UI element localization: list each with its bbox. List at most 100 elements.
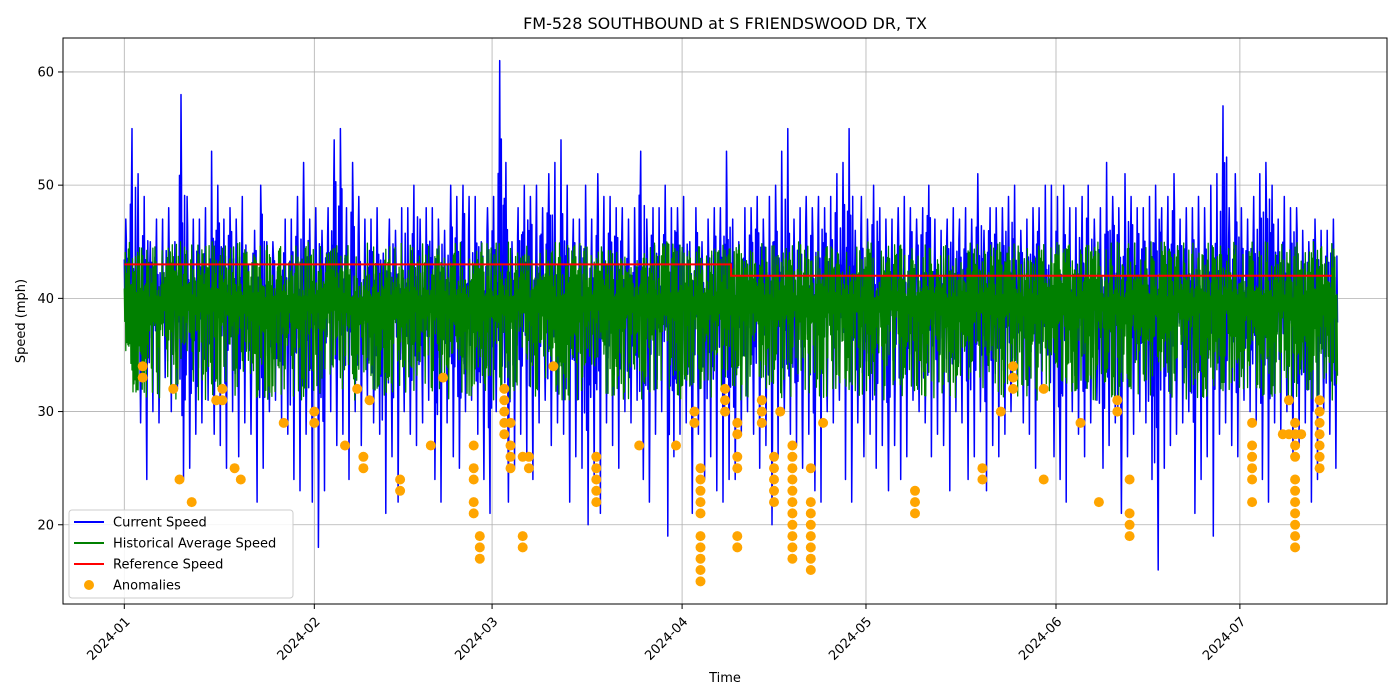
anomaly-point xyxy=(695,553,706,564)
legend: Current Speed Historical Average Speed R… xyxy=(68,509,294,599)
anomaly-point xyxy=(805,519,816,530)
anomaly-point xyxy=(805,553,816,564)
anomaly-point xyxy=(1247,463,1258,474)
plot-area xyxy=(123,59,1339,587)
anomaly-point xyxy=(732,451,743,462)
y-tick-label: 50 xyxy=(37,179,54,194)
anomaly-point xyxy=(438,372,448,383)
anomaly-point xyxy=(186,497,197,508)
anomaly-point xyxy=(168,383,179,394)
anomaly-point xyxy=(1008,361,1019,372)
anomaly-point xyxy=(358,463,369,474)
anomaly-point xyxy=(732,417,743,428)
anomaly-point xyxy=(1314,451,1325,462)
anomaly-point xyxy=(1314,417,1325,428)
anomaly-point xyxy=(1314,395,1325,406)
anomaly-point xyxy=(468,440,479,451)
anomaly-point xyxy=(1290,519,1301,530)
anomaly-point xyxy=(805,497,816,508)
anomaly-point xyxy=(977,474,988,485)
anomaly-point xyxy=(1124,474,1135,485)
y-tick-label: 60 xyxy=(37,65,54,80)
anomaly-point xyxy=(1247,474,1258,485)
anomaly-point xyxy=(591,474,602,485)
chart-title: FM-528 SOUTHBOUND at S FRIENDSWOOD DR, T… xyxy=(523,14,927,33)
anomaly-point xyxy=(910,508,920,519)
anomaly-point xyxy=(1008,383,1019,394)
anomaly-point xyxy=(995,406,1006,417)
y-tick-label: 30 xyxy=(37,405,54,420)
anomaly-point xyxy=(505,451,516,462)
y-tick-label: 20 xyxy=(37,518,54,533)
anomaly-point xyxy=(1124,508,1135,519)
anomaly-point xyxy=(1247,440,1258,451)
anomaly-point xyxy=(732,463,743,474)
anomaly-point xyxy=(364,395,375,406)
anomaly-point xyxy=(720,383,730,394)
anomaly-point xyxy=(756,406,767,417)
anomaly-point xyxy=(395,485,406,496)
anomaly-point xyxy=(1075,417,1086,428)
anomaly-point xyxy=(309,406,320,417)
anomaly-point xyxy=(1093,497,1104,508)
anomaly-point xyxy=(732,429,743,440)
anomaly-point xyxy=(468,497,479,508)
anomaly-point xyxy=(425,440,436,451)
anomaly-point xyxy=(695,508,706,519)
anomaly-point xyxy=(787,531,798,542)
anomaly-point xyxy=(217,395,228,406)
anomaly-point xyxy=(1314,429,1325,440)
anomaly-point xyxy=(695,474,706,485)
anomaly-point xyxy=(634,440,645,451)
anomaly-point xyxy=(352,383,363,394)
anomaly-point xyxy=(591,497,602,508)
anomaly-point xyxy=(517,531,528,542)
anomaly-point xyxy=(787,485,798,496)
anomaly-point xyxy=(1038,383,1049,394)
anomaly-point xyxy=(787,497,798,508)
anomaly-point xyxy=(805,565,816,575)
anomaly-point xyxy=(1112,395,1123,406)
anomaly-point xyxy=(720,395,730,406)
anomaly-point xyxy=(1314,440,1325,451)
anomaly-point xyxy=(137,372,148,383)
anomaly-point xyxy=(695,565,706,575)
anomaly-point xyxy=(591,485,602,496)
anomaly-point xyxy=(1290,531,1301,542)
anomaly-point xyxy=(1290,508,1301,519)
legend-box xyxy=(68,509,294,599)
legend-label-historical-average: Historical Average Speed xyxy=(113,537,276,552)
anomaly-point xyxy=(1247,451,1258,462)
anomaly-point xyxy=(787,519,798,530)
anomaly-point xyxy=(787,553,798,564)
anomaly-point xyxy=(1314,406,1325,417)
legend-label-current-speed: Current Speed xyxy=(113,516,207,531)
y-tick-label: 40 xyxy=(37,292,54,307)
anomaly-point xyxy=(474,542,485,553)
anomaly-point xyxy=(358,451,369,462)
anomaly-point xyxy=(787,463,798,474)
anomaly-point xyxy=(499,395,510,406)
anomaly-point xyxy=(769,485,779,496)
anomaly-point xyxy=(1296,429,1307,440)
anomaly-point xyxy=(805,531,816,542)
legend-label-reference-speed: Reference Speed xyxy=(113,558,223,573)
anomaly-point xyxy=(695,542,706,553)
anomaly-point xyxy=(474,553,485,564)
anomaly-point xyxy=(278,417,289,428)
anomaly-point xyxy=(769,474,779,485)
anomaly-point xyxy=(1247,497,1258,508)
anomaly-point xyxy=(769,451,779,462)
anomaly-point xyxy=(756,417,767,428)
anomaly-point xyxy=(1283,395,1294,406)
legend-label-anomalies: Anomalies xyxy=(113,579,181,594)
x-axis-title: Time xyxy=(708,671,741,686)
anomaly-point xyxy=(1314,463,1325,474)
anomaly-point xyxy=(505,440,516,451)
anomaly-point xyxy=(689,406,700,417)
anomaly-point xyxy=(1290,497,1301,508)
anomaly-point xyxy=(720,406,730,417)
anomaly-point xyxy=(523,463,534,474)
anomaly-point xyxy=(787,474,798,485)
